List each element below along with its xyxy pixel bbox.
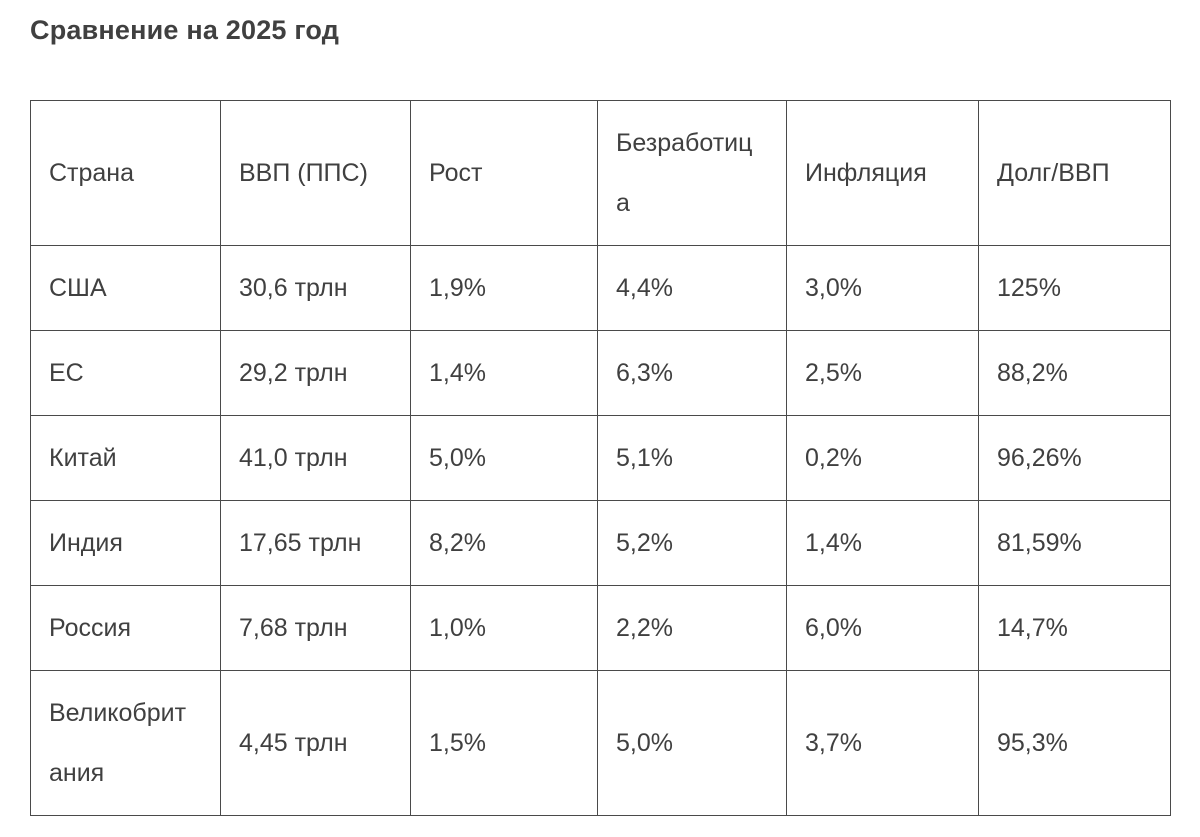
- cell-unemployment: 6,3%: [597, 330, 787, 416]
- column-header-unemployment: Безработица: [597, 100, 787, 246]
- cell-gdp-ppp: 4,45 трлн: [220, 670, 411, 816]
- cell-inflation: 3,7%: [786, 670, 979, 816]
- table-row-uk: Великобритания 4,45 трлн 1,5% 5,0% 3,7% …: [30, 670, 1171, 816]
- cell-unemployment: 5,0%: [597, 670, 787, 816]
- cell-country: Россия: [30, 585, 221, 671]
- cell-unemployment: 4,4%: [597, 245, 787, 331]
- cell-growth: 1,9%: [410, 245, 598, 331]
- cell-debt-gdp: 14,7%: [978, 585, 1171, 671]
- cell-debt-gdp: 95,3%: [978, 670, 1171, 816]
- cell-inflation: 2,5%: [786, 330, 979, 416]
- cell-country: США: [30, 245, 221, 331]
- column-header-growth: Рост: [410, 100, 598, 246]
- cell-gdp-ppp: 30,6 трлн: [220, 245, 411, 331]
- column-header-inflation: Инфляция: [786, 100, 979, 246]
- cell-unemployment: 5,2%: [597, 500, 787, 586]
- table-body: США 30,6 трлн 1,9% 4,4% 3,0% 125% ЕС 29,…: [30, 245, 1171, 816]
- header-row: Страна ВВП (ППС) Рост Безработица Инфляц…: [30, 100, 1171, 246]
- cell-unemployment: 5,1%: [597, 415, 787, 501]
- cell-inflation: 1,4%: [786, 500, 979, 586]
- cell-growth: 8,2%: [410, 500, 598, 586]
- cell-growth: 1,0%: [410, 585, 598, 671]
- cell-inflation: 6,0%: [786, 585, 979, 671]
- cell-growth: 5,0%: [410, 415, 598, 501]
- table-row-usa: США 30,6 трлн 1,9% 4,4% 3,0% 125%: [30, 245, 1171, 331]
- cell-growth: 1,4%: [410, 330, 598, 416]
- cell-country: Китай: [30, 415, 221, 501]
- cell-country: ЕС: [30, 330, 221, 416]
- table-row-india: Индия 17,65 трлн 8,2% 5,2% 1,4% 81,59%: [30, 500, 1171, 586]
- cell-gdp-ppp: 41,0 трлн: [220, 415, 411, 501]
- cell-inflation: 0,2%: [786, 415, 979, 501]
- cell-country: Индия: [30, 500, 221, 586]
- cell-debt-gdp: 125%: [978, 245, 1171, 331]
- column-header-country: Страна: [30, 100, 221, 246]
- column-header-gdp-ppp: ВВП (ППС): [220, 100, 411, 246]
- cell-growth: 1,5%: [410, 670, 598, 816]
- cell-country: Великобритания: [30, 670, 221, 816]
- table-row-eu: ЕС 29,2 трлн 1,4% 6,3% 2,5% 88,2%: [30, 330, 1171, 416]
- column-header-debt-gdp: Долг/ВВП: [978, 100, 1171, 246]
- cell-gdp-ppp: 29,2 трлн: [220, 330, 411, 416]
- table-row-russia: Россия 7,68 трлн 1,0% 2,2% 6,0% 14,7%: [30, 585, 1171, 671]
- cell-gdp-ppp: 17,65 трлн: [220, 500, 411, 586]
- cell-debt-gdp: 88,2%: [978, 330, 1171, 416]
- cell-inflation: 3,0%: [786, 245, 979, 331]
- cell-unemployment: 2,2%: [597, 585, 787, 671]
- cell-debt-gdp: 96,26%: [978, 415, 1171, 501]
- cell-debt-gdp: 81,59%: [978, 500, 1171, 586]
- page-title: Сравнение на 2025 год: [30, 15, 340, 45]
- cell-gdp-ppp: 7,68 трлн: [220, 585, 411, 671]
- table-row-china: Китай 41,0 трлн 5,0% 5,1% 0,2% 96,26%: [30, 415, 1171, 501]
- comparison-table: Страна ВВП (ППС) Рост Безработица Инфляц…: [30, 100, 1171, 816]
- table-header: Страна ВВП (ППС) Рост Безработица Инфляц…: [30, 100, 1171, 246]
